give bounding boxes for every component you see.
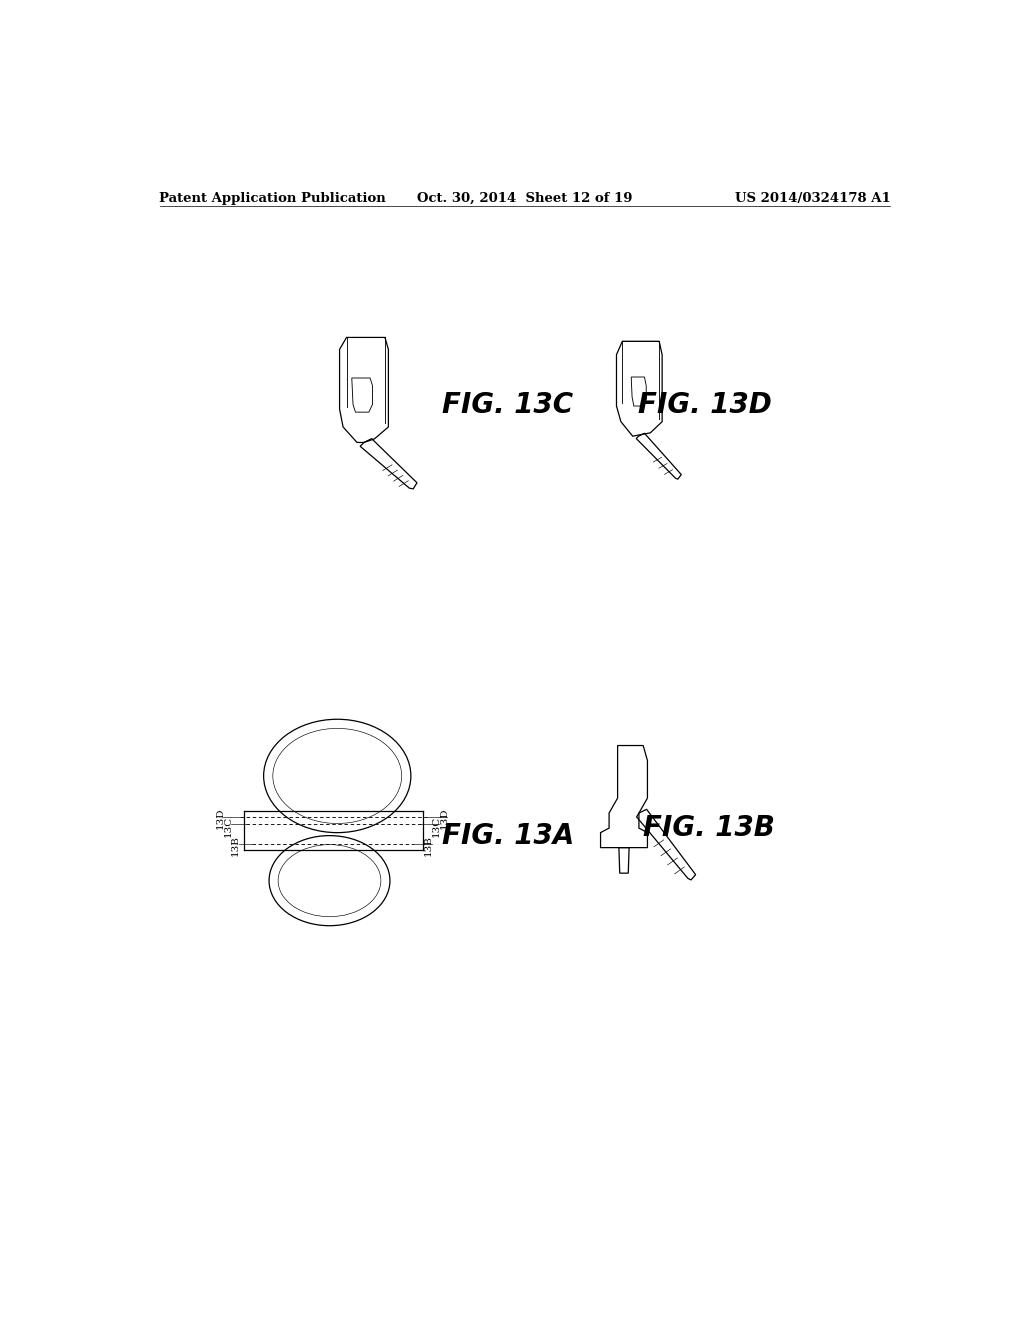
Text: Oct. 30, 2014  Sheet 12 of 19: Oct. 30, 2014 Sheet 12 of 19	[417, 191, 633, 205]
Text: FIG. 13B: FIG. 13B	[643, 814, 775, 842]
Text: FIG. 13D: FIG. 13D	[639, 391, 772, 418]
Text: 13D: 13D	[439, 808, 449, 829]
Text: US 2014/0324178 A1: US 2014/0324178 A1	[735, 191, 891, 205]
Text: 13C: 13C	[223, 816, 232, 837]
Text: 13B: 13B	[231, 834, 240, 855]
Text: FIG. 13A: FIG. 13A	[441, 822, 573, 850]
Text: 13D: 13D	[216, 808, 224, 829]
Text: Patent Application Publication: Patent Application Publication	[159, 191, 386, 205]
Text: 13B: 13B	[424, 834, 433, 855]
Text: FIG. 13C: FIG. 13C	[442, 391, 573, 418]
Text: 13C: 13C	[432, 816, 440, 837]
